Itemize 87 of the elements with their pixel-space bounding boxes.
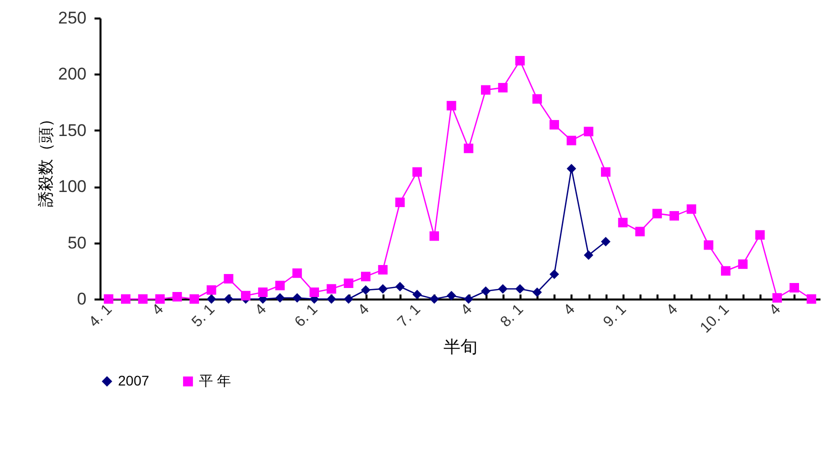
- point: [755, 230, 765, 240]
- point: [600, 167, 610, 177]
- point: [224, 274, 234, 284]
- x-tick-label: 5. 1: [188, 300, 218, 331]
- legend-label: 平 年: [199, 372, 231, 388]
- y-tick-label: 100: [58, 177, 86, 196]
- point: [532, 288, 542, 297]
- point: [292, 293, 302, 303]
- x-tick-label: 4. 1: [86, 300, 116, 331]
- point: [790, 283, 800, 293]
- point: [584, 250, 594, 260]
- x-tick-label: 4: [766, 300, 784, 319]
- point: [344, 294, 354, 304]
- point: [498, 284, 508, 294]
- point: [566, 164, 576, 174]
- x-tick-label: 9. 1: [600, 300, 630, 331]
- y-tick-label: 50: [68, 233, 86, 252]
- point: [395, 282, 405, 292]
- point: [550, 270, 560, 280]
- point: [806, 294, 816, 304]
- point: [704, 240, 714, 250]
- point: [584, 126, 594, 136]
- point: [566, 136, 576, 146]
- point: [480, 85, 490, 95]
- point: [464, 294, 474, 304]
- point: [430, 294, 440, 304]
- point: [412, 290, 422, 300]
- point: [446, 100, 456, 110]
- point: [190, 294, 200, 304]
- point: [738, 259, 748, 269]
- x-tick-label: 8. 1: [497, 300, 527, 331]
- point: [635, 226, 645, 236]
- x-tick-label: 7. 1: [394, 300, 424, 331]
- point: [224, 294, 234, 304]
- point: [172, 292, 182, 302]
- point: [395, 198, 405, 208]
- point: [480, 286, 490, 296]
- x-tick-label: 4: [354, 300, 373, 319]
- y-tick-label: 150: [58, 120, 86, 140]
- x-tick-label: 4: [663, 300, 682, 319]
- point: [446, 290, 456, 300]
- point: [515, 56, 525, 66]
- point: [498, 82, 508, 92]
- legend-label: 2007: [118, 372, 150, 388]
- point: [206, 294, 216, 304]
- point: [240, 290, 250, 300]
- x-tick-label: 4: [252, 300, 270, 319]
- point: [378, 284, 388, 294]
- point: [104, 294, 114, 304]
- point: [326, 284, 336, 294]
- point: [155, 294, 165, 304]
- y-tick-label: 200: [58, 64, 86, 84]
- point: [344, 278, 354, 288]
- point: [258, 288, 268, 297]
- point: [138, 294, 148, 304]
- point: [652, 208, 662, 218]
- point: [515, 284, 525, 294]
- x-tick-label: 4: [148, 300, 167, 319]
- x-tick-label: 4: [560, 300, 578, 319]
- point: [206, 285, 216, 295]
- point: [464, 144, 474, 154]
- point: [772, 293, 782, 303]
- point: [275, 293, 285, 303]
- point: [532, 94, 542, 104]
- point: [326, 294, 336, 304]
- x-tick-label: 4: [458, 300, 476, 319]
- x-tick-label: 10. 1: [696, 300, 733, 336]
- x-axis-title: 半旬: [444, 338, 478, 357]
- y-tick-label: 250: [58, 8, 86, 28]
- point: [600, 236, 610, 246]
- point: [618, 218, 628, 228]
- point: [686, 204, 696, 214]
- point: [412, 167, 422, 177]
- point: [378, 265, 388, 275]
- point: [430, 231, 440, 241]
- point: [310, 288, 320, 297]
- point: [292, 268, 302, 278]
- point: [360, 285, 370, 295]
- point: [720, 266, 730, 276]
- point: [550, 120, 560, 130]
- point: [670, 211, 680, 221]
- x-tick-label: 6. 1: [291, 300, 322, 331]
- y-tick-label: 0: [77, 290, 86, 308]
- point: [360, 272, 370, 282]
- y-axis-title: 誘殺数（頭）: [37, 111, 56, 207]
- point: [120, 294, 130, 304]
- point: [275, 280, 285, 290]
